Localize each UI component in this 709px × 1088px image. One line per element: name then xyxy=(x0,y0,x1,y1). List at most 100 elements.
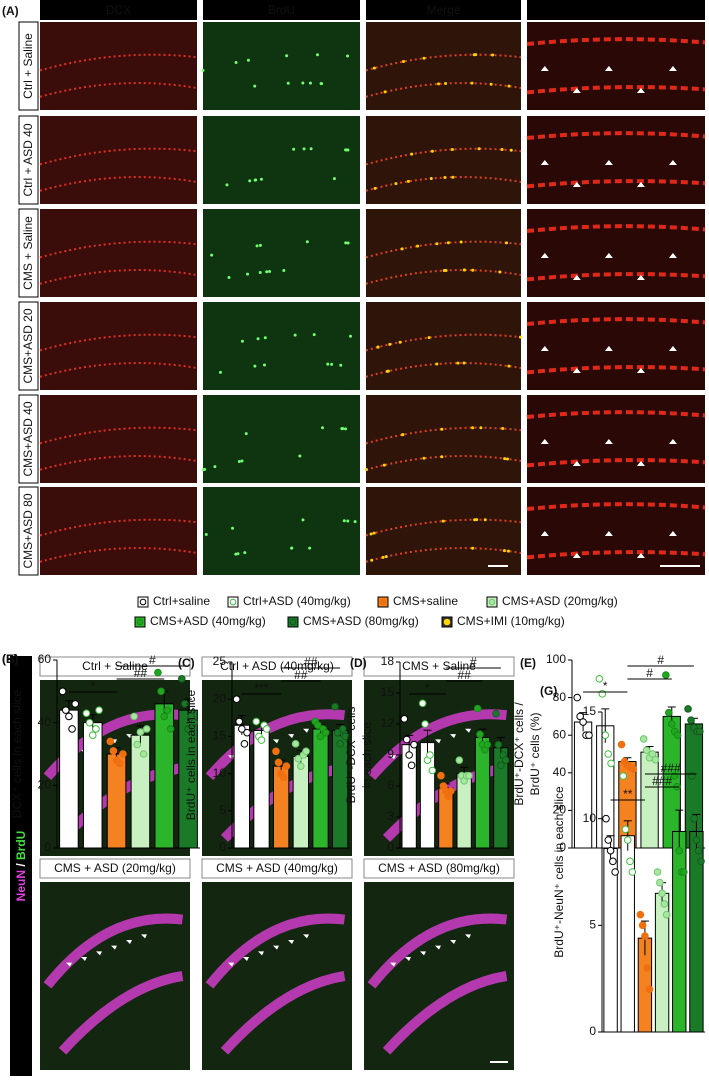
cell-dot xyxy=(268,269,272,273)
cell-dot xyxy=(263,336,267,340)
cell-dot xyxy=(213,465,217,469)
micrograph xyxy=(39,302,198,390)
cell-dot xyxy=(435,362,439,366)
micrograph-bg xyxy=(527,487,705,575)
data-point xyxy=(628,868,637,876)
cell-dot xyxy=(302,147,306,151)
data-point xyxy=(697,857,705,866)
micrograph xyxy=(203,116,360,204)
arrowhead xyxy=(636,368,645,373)
micrograph xyxy=(203,209,360,297)
arrowhead xyxy=(636,275,645,280)
cell-dot xyxy=(344,427,348,431)
cell-dot xyxy=(398,340,402,344)
data-point xyxy=(405,751,413,759)
arrowhead xyxy=(572,461,581,466)
image-title-box xyxy=(363,656,515,677)
y-tick-label: 0 xyxy=(387,840,394,854)
legend-dot xyxy=(229,598,237,606)
cell-layer xyxy=(43,913,184,989)
micrograph-bg xyxy=(527,395,705,483)
column-header-bg xyxy=(40,0,197,20)
significance-label: # xyxy=(657,653,664,667)
y-tick-label: 0 xyxy=(559,840,566,854)
cell-dot xyxy=(346,241,350,245)
panel-label: (G) xyxy=(540,684,557,698)
data-point xyxy=(257,736,266,744)
stain-text: BrdU xyxy=(14,831,28,860)
panel-label: (C) xyxy=(178,656,195,670)
arrowhead xyxy=(465,934,471,939)
arrowhead xyxy=(668,439,677,444)
data-point xyxy=(109,747,118,755)
arrowhead xyxy=(668,346,677,351)
data-point xyxy=(279,773,288,782)
cell-line xyxy=(526,224,706,233)
arrowhead xyxy=(420,951,426,956)
micrograph xyxy=(526,22,706,110)
cell-dot xyxy=(253,178,257,182)
cell-dot xyxy=(477,147,481,151)
arrowhead xyxy=(668,66,677,71)
micrograph xyxy=(364,882,514,1070)
data-point xyxy=(501,756,510,764)
y-tick-label: 10 xyxy=(213,766,227,780)
y-tick-label: 100 xyxy=(546,652,566,666)
arrowhead xyxy=(81,956,87,961)
cell-dot xyxy=(204,532,208,536)
data-point xyxy=(645,985,654,994)
cell-dot xyxy=(259,177,263,181)
data-point xyxy=(321,728,330,737)
data-point xyxy=(302,747,310,756)
y-axis-label: BrdU⁺ cells in each slice xyxy=(184,689,198,820)
legend-label: CMS+IMI (10mg/kg) xyxy=(457,614,565,628)
bar xyxy=(596,725,615,849)
cell-dot xyxy=(234,552,238,556)
arrowhead xyxy=(604,160,613,165)
data-point xyxy=(662,910,671,919)
row-label: Ctrl + ASD 40 xyxy=(21,123,35,196)
data-point xyxy=(609,857,617,866)
cell-dot xyxy=(443,176,447,180)
data-point xyxy=(65,712,73,721)
image-title-box xyxy=(201,656,353,677)
data-point xyxy=(651,755,660,764)
cell-dot xyxy=(473,518,477,522)
data-point xyxy=(314,721,322,730)
arrowhead xyxy=(435,739,441,744)
cell-dot xyxy=(441,519,445,523)
micrograph xyxy=(39,116,198,204)
arrowhead xyxy=(405,956,411,961)
cell-dot xyxy=(471,426,475,430)
micrograph-bg xyxy=(366,116,521,204)
micrograph-bg xyxy=(40,116,197,204)
cell-dot xyxy=(255,244,259,248)
y-axis-label: BrdU⁺ cells (%) xyxy=(528,712,542,795)
cell-line xyxy=(526,37,706,46)
data-point xyxy=(68,725,76,733)
cell-line xyxy=(526,502,706,511)
micrograph xyxy=(526,395,706,483)
micrograph xyxy=(201,22,360,110)
micrograph-bg xyxy=(527,22,705,110)
data-point xyxy=(638,921,647,930)
data-point xyxy=(483,740,492,749)
cell-dot xyxy=(430,149,434,153)
data-point xyxy=(497,761,505,770)
micrograph-bg xyxy=(203,209,360,297)
data-point xyxy=(621,825,630,834)
significance-label: # xyxy=(470,655,477,669)
micrograph-bg xyxy=(203,395,360,483)
cell-dot xyxy=(292,147,296,151)
cell-dot xyxy=(400,247,404,251)
cell-layer xyxy=(220,971,346,1055)
cell-line xyxy=(39,426,198,445)
cell-dot xyxy=(346,519,350,523)
cell-dot xyxy=(353,520,357,524)
cell-dot xyxy=(427,336,431,340)
y-tick-label: 0 xyxy=(589,1024,596,1038)
cell-dot xyxy=(346,54,350,58)
y-tick-label: 40 xyxy=(38,715,52,729)
data-point xyxy=(115,759,124,768)
panel-label: (D) xyxy=(350,656,367,670)
